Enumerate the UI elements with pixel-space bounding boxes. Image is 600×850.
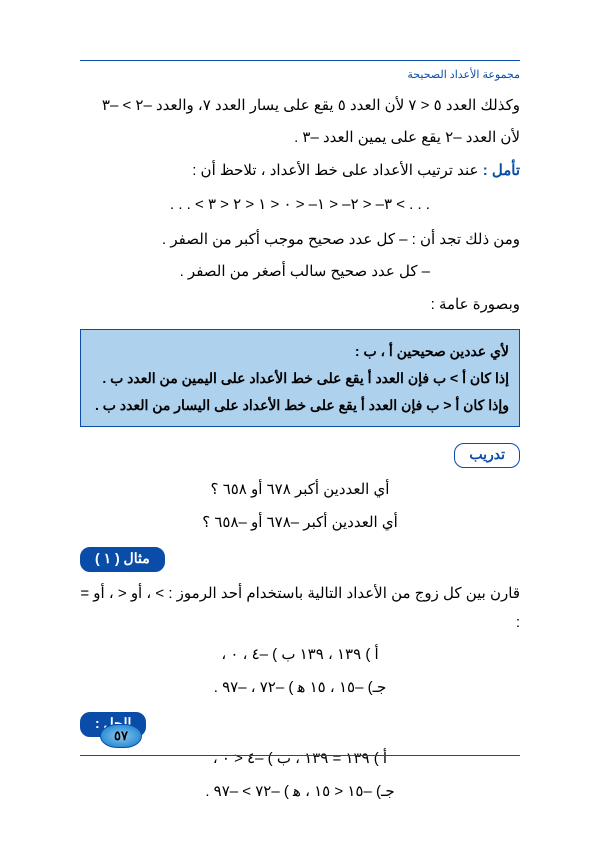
reflect-line: تأمل : عند ترتيب الأعداد على خط الأعداد … xyxy=(80,157,520,186)
example-row-b: جـ) –١٥ ، ١٥ ﻫ ) –٧٢ ، –٩٧ . xyxy=(80,674,520,703)
reflect-label: تأمل : xyxy=(483,162,520,179)
page-number-wrap: ٥٧ xyxy=(100,724,142,748)
example-pill: مثال ( ١ ) xyxy=(80,547,165,572)
footer-rule xyxy=(80,755,520,756)
training-pill: تدريب xyxy=(454,443,520,468)
rule-line-3: وإذا كان أ < ب فإن العدد أ يقع على خط ال… xyxy=(91,392,509,419)
example-row-a: أ ) ١٣٩ ، ١٣٩ ب ) –٤ ، ٠ ، xyxy=(80,641,520,670)
page-container: مجموعة الأعداد الصحيحة وكذلك العدد ٥ < ٧… xyxy=(0,0,600,850)
conclusion-2: – كل عدد صحيح سالب أصغر من الصفر . xyxy=(80,258,520,287)
rule-line-1: لأي عددين صحيحين أ ، ب : xyxy=(91,338,509,365)
example-prompt: قارن بين كل زوج من الأعداد التالية باستخ… xyxy=(80,580,520,637)
intro-line-1: وكذلك العدد ٥ < ٧ لأن العدد ٥ يقع على يس… xyxy=(80,92,520,121)
page-number: ٥٧ xyxy=(100,724,142,748)
intro-line-2: لأن العدد –٢ يقع على يمين العدد –٣ . xyxy=(80,124,520,153)
training-q2: أي العددين أكبر –٦٧٨ أو –٦٥٨ ؟ xyxy=(80,509,520,538)
conclusion-1: ومن ذلك تجد أن : – كل عدد صحيح موجب أكبر… xyxy=(80,226,520,255)
rule-box: لأي عددين صحيحين أ ، ب : إذا كان أ > ب ف… xyxy=(80,329,520,427)
rule-line-2: إذا كان أ > ب فإن العدد أ يقع على خط الأ… xyxy=(91,365,509,392)
solution-row-a: أ ) ١٣٩ = ١٣٩ ، ب ) –٤ < ٠ ، xyxy=(80,745,520,774)
general-lead: وبصورة عامة : xyxy=(80,291,520,320)
example-pill-wrap: مثال ( ١ ) xyxy=(80,541,520,576)
solution-row-b: جـ) –١٥ < ١٥ ، ﻫ ) –٧٢ > –٩٧ . xyxy=(80,778,520,807)
number-line-sequence: . . . < ٣– < ٢– < ١– < ٠ < ١ < ٢ < ٣ < .… xyxy=(80,191,520,220)
reflect-text: عند ترتيب الأعداد على خط الأعداد ، تلاحظ… xyxy=(192,162,478,179)
training-q1: أي العددين أكبر ٦٧٨ أو ٦٥٨ ؟ xyxy=(80,476,520,505)
chapter-title: مجموعة الأعداد الصحيحة xyxy=(80,65,520,86)
header-rule xyxy=(80,60,520,61)
solution-pill-wrap: الحل : xyxy=(80,706,520,741)
